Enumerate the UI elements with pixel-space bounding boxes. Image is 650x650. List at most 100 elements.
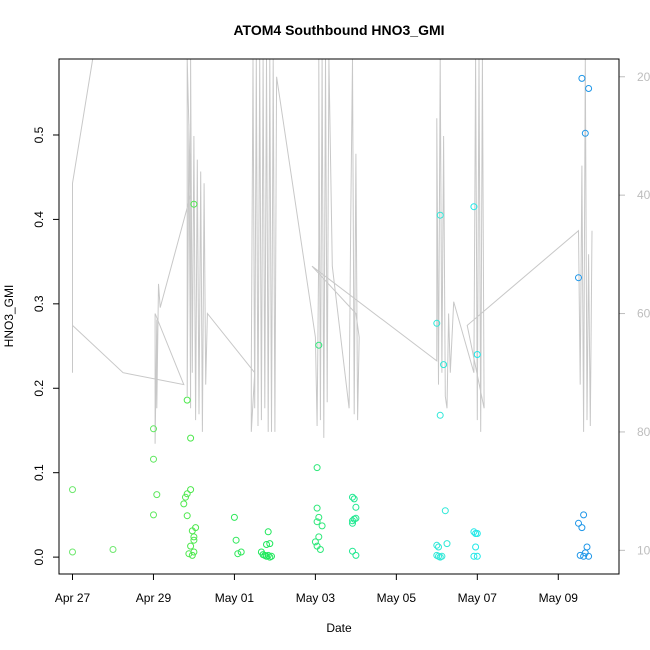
y2-tick-label: 200: [637, 70, 650, 84]
x-axis-label: Date: [326, 621, 352, 635]
x-tick-label: May 03: [296, 591, 336, 605]
data-point: [440, 361, 448, 369]
data-point: [187, 434, 195, 442]
data-point: [576, 551, 584, 559]
axes-layer: Apr 27 Apr 29 May 01 May 03 May 05 May 07 May …: [32, 70, 650, 605]
data-point: [578, 524, 586, 532]
data-point: [264, 528, 272, 536]
y-axis-label: HNO3_GMI: [2, 285, 16, 348]
data-point: [185, 550, 193, 558]
data-point: [580, 552, 588, 560]
data-point: [315, 341, 323, 349]
data-point: [183, 512, 191, 520]
data-point: [153, 491, 161, 499]
y-tick-label: 0.3: [32, 295, 46, 312]
data-point: [350, 495, 358, 503]
data-point: [473, 530, 481, 537]
x-tick-label: May 07: [458, 591, 498, 605]
data-point: [581, 129, 589, 137]
data-point: [109, 546, 117, 553]
data-point: [433, 319, 441, 327]
data-point: [318, 522, 326, 530]
x-tick-label: May 01: [215, 591, 255, 605]
data-point: [349, 493, 356, 501]
data-point: [234, 550, 242, 558]
data-point: [435, 543, 442, 551]
data-point: [150, 425, 157, 433]
data-point: [470, 528, 478, 536]
y2-tick-label: 1000: [637, 543, 650, 557]
data-point: [183, 490, 191, 498]
y-tick-label: 0.1: [32, 464, 46, 481]
data-point: [313, 504, 321, 512]
data-point: [578, 74, 586, 82]
y-tick-label: 0.0: [32, 548, 46, 565]
y-tick-label: 0.5: [32, 126, 46, 143]
data-point: [190, 200, 198, 208]
data-point: [315, 533, 323, 541]
data-point: [190, 536, 198, 544]
data-point: [150, 455, 157, 463]
data-point: [580, 511, 588, 519]
data-point: [266, 540, 274, 548]
y-tick-label: 0.4: [32, 211, 46, 228]
data-point: [436, 411, 444, 419]
data-point: [313, 518, 321, 526]
data-point: [441, 507, 449, 515]
data-point: [433, 541, 441, 549]
data-point: [264, 551, 272, 559]
y2-tick-label: 600: [637, 307, 650, 321]
secondary-series-layer: [72, 58, 593, 444]
data-point: [311, 538, 319, 546]
x-tick-label: Apr 29: [136, 591, 172, 605]
data-point: [470, 552, 478, 560]
data-point: [190, 533, 198, 541]
data-point: [352, 503, 360, 511]
x-tick-label: Apr 27: [55, 591, 91, 605]
data-point: [188, 551, 196, 559]
data-points-layer: [69, 74, 593, 561]
plot-frame: [58, 58, 620, 575]
x-tick-label: May 09: [539, 591, 579, 605]
data-point: [436, 553, 444, 561]
data-point: [470, 203, 478, 211]
data-point: [316, 546, 324, 553]
data-point: [313, 464, 321, 472]
data-point: [473, 351, 481, 358]
data-point: [472, 543, 480, 551]
y-tick-label: 0.2: [32, 380, 46, 397]
data-point: [575, 274, 582, 282]
data-point: [190, 548, 198, 556]
data-point: [349, 517, 356, 525]
data-point: [230, 513, 238, 521]
data-point: [349, 547, 356, 555]
data-point: [150, 511, 157, 519]
x-tick-label: May 05: [377, 591, 417, 605]
chart-title: ATOM4 Southbound HNO3_GMI: [233, 22, 444, 38]
data-point: [266, 553, 274, 561]
data-point: [436, 211, 444, 219]
data-point: [473, 552, 481, 560]
data-point: [585, 85, 593, 92]
secondary-series-line: [72, 58, 593, 444]
data-point: [232, 536, 240, 544]
data-point: [187, 542, 195, 550]
data-point: [315, 513, 323, 521]
data-point: [443, 540, 451, 548]
data-point: [350, 515, 358, 523]
data-point: [237, 548, 245, 556]
data-point: [352, 551, 360, 559]
y2-tick-label: 800: [637, 425, 650, 439]
data-point: [183, 396, 191, 404]
data-point: [575, 519, 582, 527]
data-point: [349, 519, 356, 527]
data-point: [69, 486, 76, 494]
data-point: [263, 541, 270, 548]
data-point: [182, 493, 189, 501]
data-point: [187, 486, 195, 494]
data-point: [180, 500, 188, 508]
data-point: [69, 548, 76, 556]
data-point: [585, 552, 593, 560]
y2-tick-label: 400: [637, 188, 650, 202]
